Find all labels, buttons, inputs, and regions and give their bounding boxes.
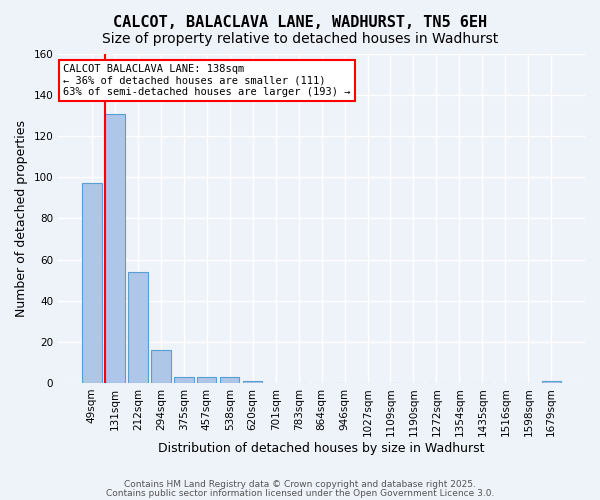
Text: Contains public sector information licensed under the Open Government Licence 3.: Contains public sector information licen… [106, 488, 494, 498]
Text: CALCOT, BALACLAVA LANE, WADHURST, TN5 6EH: CALCOT, BALACLAVA LANE, WADHURST, TN5 6E… [113, 15, 487, 30]
Y-axis label: Number of detached properties: Number of detached properties [15, 120, 28, 317]
Bar [151, 350, 170, 383]
X-axis label: Distribution of detached houses by size in Wadhurst: Distribution of detached houses by size … [158, 442, 485, 455]
Text: Contains HM Land Registry data © Crown copyright and database right 2025.: Contains HM Land Registry data © Crown c… [124, 480, 476, 489]
Bar [542, 381, 561, 383]
Bar [82, 184, 101, 383]
Text: CALCOT BALACLAVA LANE: 138sqm
← 36% of detached houses are smaller (111)
63% of : CALCOT BALACLAVA LANE: 138sqm ← 36% of d… [64, 64, 351, 97]
Bar [174, 376, 194, 383]
Text: Size of property relative to detached houses in Wadhurst: Size of property relative to detached ho… [102, 32, 498, 46]
Bar [243, 381, 262, 383]
Bar [197, 376, 217, 383]
Bar [220, 376, 239, 383]
Bar [105, 114, 125, 383]
Bar [128, 272, 148, 383]
